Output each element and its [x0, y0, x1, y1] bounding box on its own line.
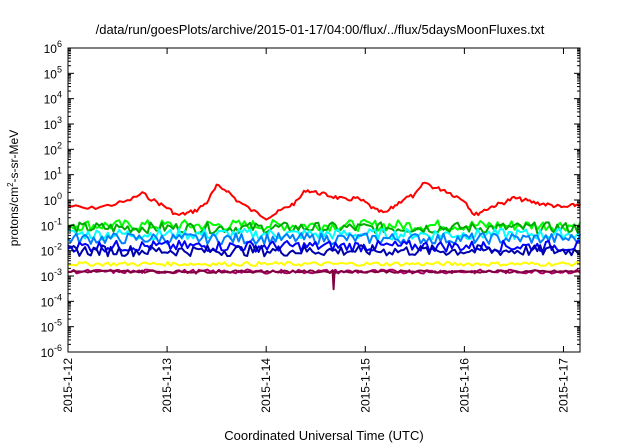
series-line-9: [67, 269, 581, 291]
chart-title: /data/run/goesPlots/archive/2015-01-17/0…: [95, 22, 545, 37]
series-line-3: [67, 227, 581, 241]
series-line-0: [67, 181, 582, 221]
x-tick-label: 2015-1-16: [457, 358, 471, 413]
x-tick-label: 2015-1-14: [259, 358, 273, 413]
y-tick-label: 10-4: [41, 292, 62, 309]
y-tick-label: 106: [44, 39, 62, 56]
x-tick-label: 2015-1-15: [358, 358, 372, 413]
y-axis-label: protons/cm2-s-sr-MeV: [6, 129, 21, 247]
curves: [67, 181, 582, 291]
series-line-7: [67, 260, 581, 267]
y-tick-label: 101: [44, 166, 62, 183]
y-tick-label: 103: [44, 115, 62, 132]
y-tick-label: 10-6: [41, 343, 62, 360]
y-tick-label: 104: [44, 90, 62, 107]
x-tick-label: 2015-1-17: [556, 358, 570, 413]
y-axis-ticks: 10-6 10-5 10-4 10-3 10-2 10-1 100 101 102 103 104 1…: [41, 39, 580, 360]
series-line-6: [67, 244, 581, 258]
x-axis-label: Coordinated Universal Time (UTC): [224, 428, 424, 443]
x-tick-label: 2015-1-13: [160, 358, 174, 413]
y-tick-label: 10-5: [41, 318, 62, 335]
y-tick-label: 100: [44, 191, 62, 208]
y-tick-label: 10-1: [41, 216, 62, 233]
y-tick-label: 10-3: [41, 267, 62, 284]
x-tick-label: 2015-1-12: [61, 358, 75, 413]
y-tick-label: 105: [44, 64, 62, 81]
y-tick-label: 102: [44, 140, 62, 157]
plot-frame: [67, 47, 581, 353]
series-line-4: [67, 232, 581, 246]
y-tick-label: 10-2: [41, 242, 62, 259]
x-axis-ticks: 2015-1-12 2015-1-13 2015-1-14 2015-1-15 2015…: [61, 48, 570, 413]
